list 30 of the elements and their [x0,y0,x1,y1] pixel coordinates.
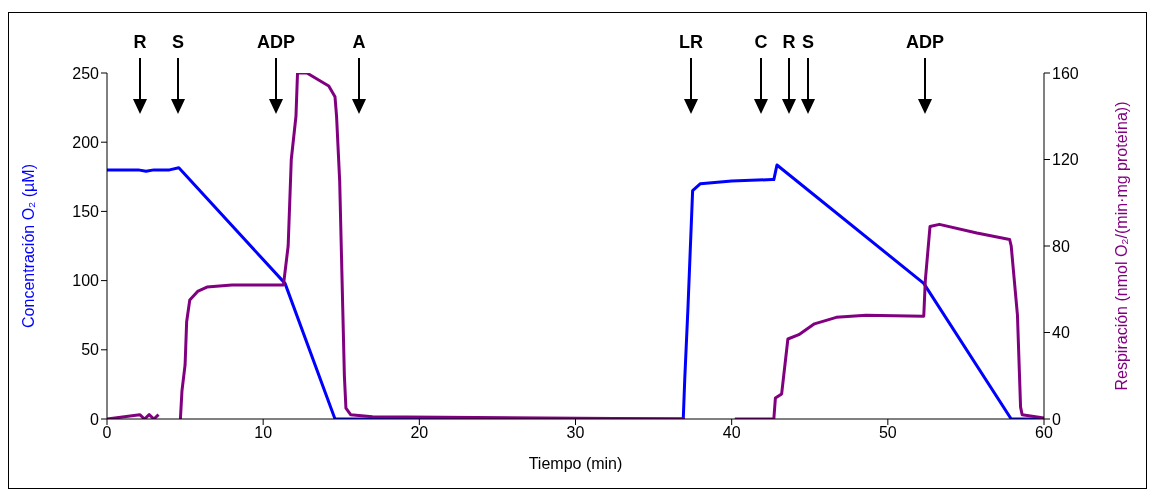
text: S [801,32,815,52]
x-tick-label: 50 [878,424,897,442]
text: ADP [256,32,296,52]
x-tick-label: 10 [254,424,273,442]
x-tick-label: 40 [722,424,741,442]
y-tick-label: 150 [72,203,100,221]
y-tick-label: 250 [72,64,100,82]
y-tick-label: 0 [90,410,100,428]
text: S [171,32,185,52]
y2-tick-label: 40 [1052,324,1070,342]
text: R [782,32,796,52]
y2-tick-label: 0 [1052,410,1061,428]
y2-tick-label: 80 [1052,237,1070,255]
x-tick-label: 30 [566,424,585,442]
x-tick-label: 0 [102,424,112,442]
y2-tick-label: 160 [1052,64,1079,82]
y2-tick-label: 120 [1052,151,1079,169]
y-axis-title: Concentración O₂ (µM) [19,164,37,328]
text: ADP [905,32,945,52]
text: LR [679,32,703,52]
y-tick-label: 50 [81,341,100,359]
x-axis-title: Tiempo (min) [528,455,623,472]
x-tick-label: 20 [410,424,429,442]
text: A [352,32,366,52]
text: C [754,32,768,52]
text: R [133,32,147,52]
x-tick-label: 60 [1035,424,1053,442]
y2-axis-title: Respiración (nmol O₂/(min·mg proteína)) [1112,101,1130,391]
y-tick-label: 200 [72,133,100,151]
y-tick-label: 100 [72,272,100,290]
